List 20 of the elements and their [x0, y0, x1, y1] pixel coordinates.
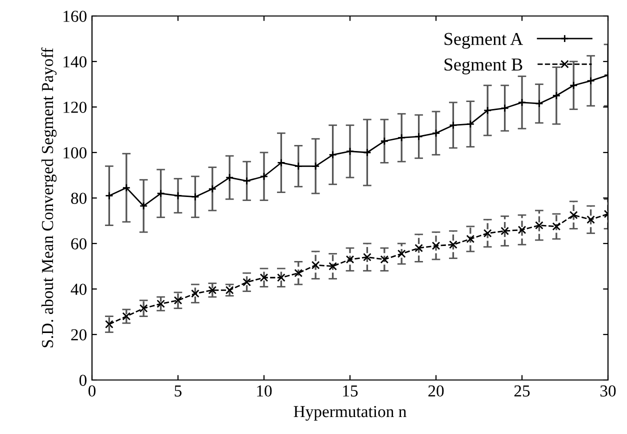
legend-label: Segment A [444, 32, 524, 49]
y-tick-label: 120 [64, 102, 87, 113]
y-axis-title: S.D. about Mean Converged Segment Payoff [41, 48, 57, 348]
y-tick-label: 20 [71, 329, 87, 340]
y-tick-label: 0 [79, 374, 87, 386]
legend-label: Segment B [444, 58, 522, 74]
x-tick-label: 30 [600, 385, 616, 397]
x-tick-label: 0 [88, 385, 96, 397]
y-tick-label: 80 [71, 192, 87, 204]
x-axis-title: Hypermutation n [294, 406, 406, 421]
x-tick-label: 20 [428, 385, 444, 397]
y-tick-label: 60 [71, 238, 87, 250]
x-tick-label: 5 [174, 386, 182, 397]
y-tick-label: 40 [70, 284, 87, 295]
y-tick-label: 140 [64, 56, 87, 68]
y-tick-label: 100 [64, 147, 87, 158]
x-tick-label: 10 [257, 385, 272, 397]
x-tick-label: 15 [343, 385, 358, 397]
y-tick-label: 160 [64, 10, 87, 22]
x-tick-label: 25 [514, 385, 530, 397]
